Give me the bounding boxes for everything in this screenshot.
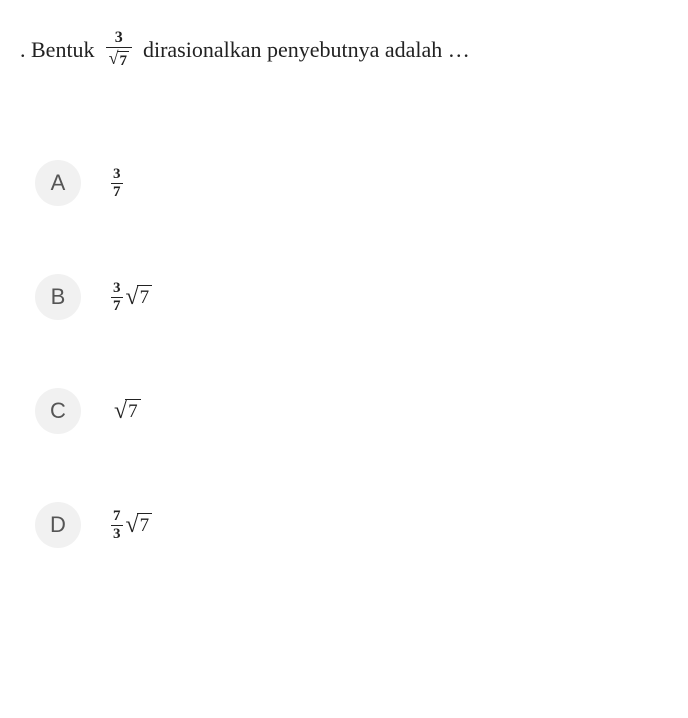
sqrt-wrapper: √ 7 [109, 49, 129, 70]
option-letter-c: C [35, 388, 81, 434]
option-d-denominator: 3 [111, 525, 123, 542]
question-numerator: 3 [112, 30, 126, 47]
option-content-a: 3 7 [111, 167, 123, 200]
question-suffix: dirasionalkan penyebutnya adalah … [143, 37, 470, 63]
option-d-fraction: 7 3 [111, 509, 123, 542]
option-b[interactable]: B 3 7 √ 7 [35, 274, 668, 320]
option-b-radicand: 7 [137, 285, 153, 311]
option-content-c: √ 7 [111, 397, 141, 425]
option-b-numerator: 3 [113, 281, 121, 297]
option-c-sqrt: √ 7 [114, 397, 141, 425]
option-c-radicand: 7 [125, 399, 141, 425]
option-a-fraction: 3 7 [111, 167, 123, 200]
option-a-numerator: 3 [113, 167, 121, 183]
question-denominator: √ 7 [106, 47, 132, 70]
question-fraction: 3 √ 7 [106, 30, 132, 70]
option-b-fraction: 3 7 [111, 281, 123, 314]
option-content-d: 7 3 √ 7 [111, 509, 152, 542]
option-d-numerator: 7 [113, 509, 121, 525]
option-b-sqrt: √ 7 [126, 283, 153, 311]
option-a-denominator: 7 [111, 183, 123, 200]
option-letter-b: B [35, 274, 81, 320]
question-prefix: . Bentuk [20, 37, 95, 63]
option-d[interactable]: D 7 3 √ 7 [35, 502, 668, 548]
question-text: . Bentuk 3 √ 7 dirasionalkan penyebutnya… [20, 30, 668, 70]
option-d-radicand: 7 [137, 513, 153, 539]
options-list: A 3 7 B 3 7 √ 7 C √ 7 [20, 160, 668, 548]
option-d-sqrt: √ 7 [126, 511, 153, 539]
option-c[interactable]: C √ 7 [35, 388, 668, 434]
option-a[interactable]: A 3 7 [35, 160, 668, 206]
question-radicand: 7 [117, 51, 129, 70]
option-letter-a: A [35, 160, 81, 206]
option-b-denominator: 7 [111, 297, 123, 314]
option-letter-d: D [35, 502, 81, 548]
option-content-b: 3 7 √ 7 [111, 281, 152, 314]
